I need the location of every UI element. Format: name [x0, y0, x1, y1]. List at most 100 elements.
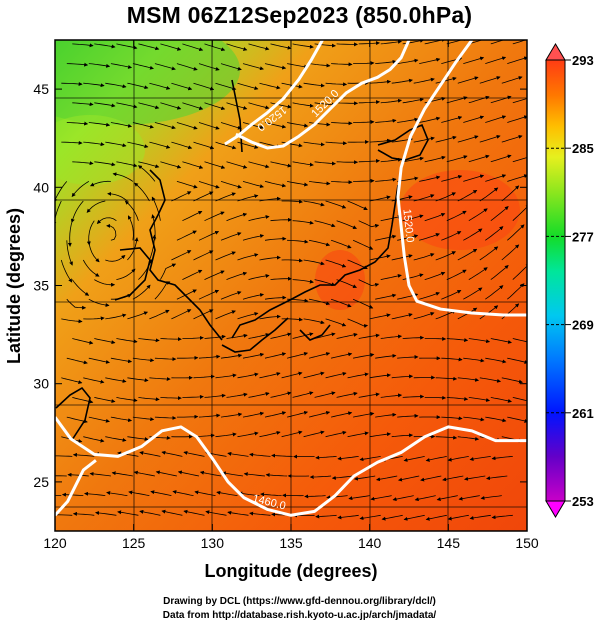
colorbar-tick-label: 253 [572, 494, 594, 509]
streamline-arrow [226, 212, 248, 222]
streamline-arrow [95, 510, 117, 516]
streamline-arrow [160, 337, 182, 342]
streamline-arrow [286, 352, 309, 359]
streamline-arrow [204, 211, 225, 222]
streamline-arrow [259, 82, 281, 90]
streamline-arrow [248, 161, 270, 169]
streamline-arrow [138, 102, 160, 110]
streamline-arrow [330, 239, 352, 249]
streamline-arrow [457, 135, 479, 143]
streamline-arrow [88, 357, 110, 364]
streamline-arrow [226, 43, 248, 51]
streamline-arrow [485, 226, 504, 241]
streamline-arrow [331, 121, 353, 126]
streamline-arrow [331, 475, 354, 480]
streamline-arrow [512, 157, 527, 163]
streamline-arrow [287, 181, 309, 187]
streamline-arrow [435, 76, 457, 84]
streamline-arrow [249, 511, 271, 516]
streamline-arrow [171, 309, 192, 320]
streamline-arrow [369, 138, 392, 143]
streamline-arrow [259, 430, 281, 438]
streamline-arrow [464, 475, 486, 481]
streamline-arrow [110, 63, 133, 69]
streamline-arrow [204, 161, 226, 169]
streamline-arrow [424, 395, 447, 400]
streamline-arrow [61, 82, 83, 87]
lat-tick-label: 45 [33, 81, 49, 97]
streamline-arrow [264, 236, 287, 241]
streamline-arrow [151, 214, 156, 241]
streamline-arrow [215, 432, 237, 438]
streamline-arrow [221, 471, 244, 477]
streamline-arrow [479, 134, 501, 143]
streamline-arrow [270, 217, 292, 222]
streamline-arrow [60, 259, 73, 283]
streamline-arrow [127, 436, 149, 441]
streamline-arrow [270, 391, 292, 398]
streamline-arrow [403, 514, 425, 521]
streamline-arrow [237, 82, 259, 90]
streamline-arrow [331, 180, 353, 185]
streamline-arrow [347, 200, 368, 210]
streamline-arrow [309, 298, 331, 306]
streamline-arrow [260, 492, 282, 497]
streamline-arrow [127, 82, 149, 90]
streamline-arrow [160, 43, 182, 51]
streamline-arrow [71, 279, 90, 296]
streamline-arrow [259, 255, 281, 261]
streamline-arrow [72, 161, 94, 166]
streamline-arrow [441, 357, 463, 362]
streamline-arrow [198, 230, 220, 241]
lat-tick-label: 25 [33, 474, 49, 490]
streamline-arrow [397, 234, 419, 241]
lon-tick-label: 135 [279, 535, 303, 551]
streamline-arrow [264, 63, 287, 70]
streamline-arrow [55, 514, 73, 516]
streamline-arrow [139, 509, 161, 516]
streamline-arrow [457, 76, 479, 84]
streamline-arrow [105, 377, 127, 383]
streamline-arrow [292, 161, 314, 167]
streamline-arrow [303, 430, 325, 438]
streamline-arrow [220, 122, 242, 130]
streamline-arrow [215, 82, 237, 91]
streamline-arrow [375, 412, 397, 418]
streamline-arrow [420, 475, 442, 482]
streamline-arrow [512, 397, 527, 402]
streamline-arrow [326, 495, 348, 500]
streamline-arrow [242, 234, 265, 241]
streamline-arrow [424, 271, 446, 280]
streamline-arrow [397, 58, 419, 64]
streamline-arrow [227, 510, 249, 516]
streamline-arrow [116, 338, 138, 344]
streamline-arrow [171, 82, 193, 91]
streamline-arrow [490, 397, 512, 403]
streamline-arrow [238, 491, 260, 496]
streamline-arrow [70, 200, 84, 223]
streamline-arrow [61, 318, 83, 324]
streamline-arrow [66, 240, 73, 266]
streamline-arrow [281, 82, 303, 89]
streamline-arrow [314, 161, 336, 166]
streamline-arrow [512, 40, 527, 45]
streamline-arrow [96, 217, 117, 224]
streamline-arrow [397, 117, 419, 123]
streamline-arrow [501, 377, 523, 384]
streamline-arrow [127, 311, 149, 320]
streamline-arrow [375, 59, 397, 64]
streamline-arrow [402, 156, 424, 163]
streamline-arrow [182, 43, 204, 52]
streamline-arrow [248, 274, 270, 280]
streamline-arrow [61, 377, 83, 384]
streamline-arrow [413, 253, 435, 261]
streamline-arrow [66, 357, 88, 365]
streamline-arrow [441, 116, 463, 123]
streamline-arrow [353, 475, 376, 481]
colorbar-tick-label: 293 [572, 53, 594, 68]
streamline-arrow [375, 234, 397, 241]
streamline-arrow [485, 56, 507, 64]
streamline-arrow [403, 456, 425, 462]
streamline-arrow [457, 189, 478, 202]
streamline-arrow [134, 182, 150, 202]
